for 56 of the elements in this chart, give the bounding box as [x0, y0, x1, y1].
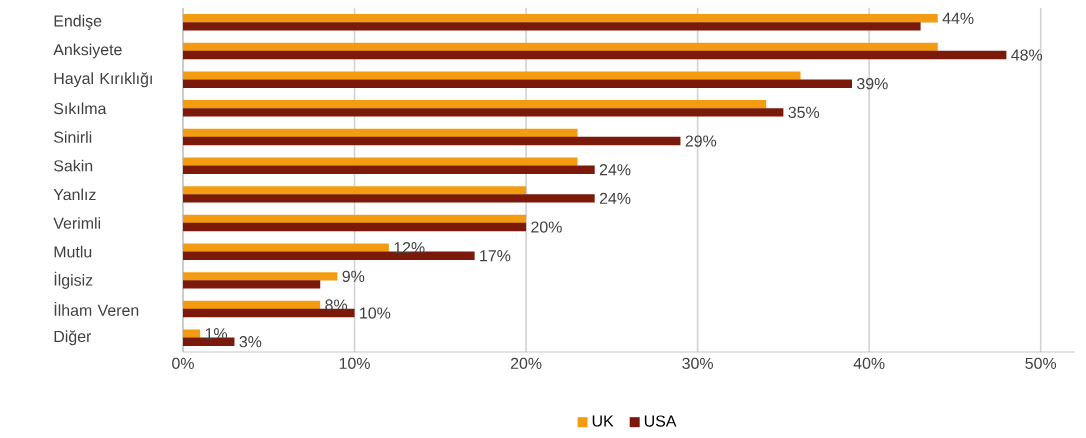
data-label: 29% [685, 135, 717, 147]
data-label: 8% [325, 299, 348, 311]
y-tick-label: Hayal Kırıklığı [54, 72, 152, 88]
x-tick-label: 0% [172, 357, 194, 369]
x-tick-label: 10% [339, 357, 370, 369]
bar [183, 79, 852, 88]
y-tick-label: Sıkılma [54, 102, 107, 115]
y-tick-label: Endişe [54, 14, 102, 30]
data-label: 1% [205, 328, 228, 340]
x-tick-label: 40% [853, 357, 885, 369]
x-tick-label: 50% [1025, 357, 1057, 369]
bar [183, 272, 338, 281]
x-tick-label: 30% [682, 357, 713, 369]
bar [183, 14, 938, 23]
data-label: 48% [1011, 49, 1043, 61]
bar [183, 128, 578, 138]
data-label: 24% [599, 192, 631, 204]
data-label: 3% [239, 336, 262, 348]
legend-label: USA [644, 415, 677, 427]
bar [183, 329, 201, 338]
y-tick-label: Verimli [53, 217, 101, 229]
data-label: 20% [531, 221, 562, 233]
data-label: 44% [942, 12, 974, 24]
x-tick-label: 20% [510, 357, 542, 369]
bar [183, 214, 527, 224]
y-tick-label: İlgisiz [54, 271, 93, 289]
bar [183, 157, 578, 166]
data-label: 24% [599, 164, 631, 176]
data-label: 12% [394, 242, 425, 254]
bar [183, 194, 595, 203]
data-label: 39% [857, 78, 888, 90]
legend-label: UK [592, 415, 614, 427]
bar [183, 50, 1007, 60]
bar [183, 100, 767, 109]
data-label: 17% [480, 250, 511, 262]
y-tick-label: Mutlu [54, 245, 92, 258]
bar [183, 243, 389, 252]
y-tick-label: Anksiyete [53, 43, 122, 59]
bar [183, 186, 527, 195]
bar [183, 136, 681, 146]
data-label: 9% [342, 270, 365, 282]
bar [183, 108, 784, 117]
bar [183, 222, 527, 232]
data-label: 10% [360, 307, 391, 319]
y-tick-label: İlham Veren [54, 302, 139, 316]
bar [183, 42, 938, 52]
y-tick-label: Yanlız [53, 188, 96, 201]
y-tick-label: Sinirli [54, 131, 92, 143]
bar [183, 300, 321, 310]
bar [183, 71, 801, 80]
bar [183, 22, 921, 31]
bar [183, 280, 321, 289]
bar [183, 165, 595, 174]
data-label: 35% [788, 106, 820, 118]
y-tick-label: Diğer [54, 330, 92, 346]
y-tick-label: Sakin [54, 159, 93, 172]
